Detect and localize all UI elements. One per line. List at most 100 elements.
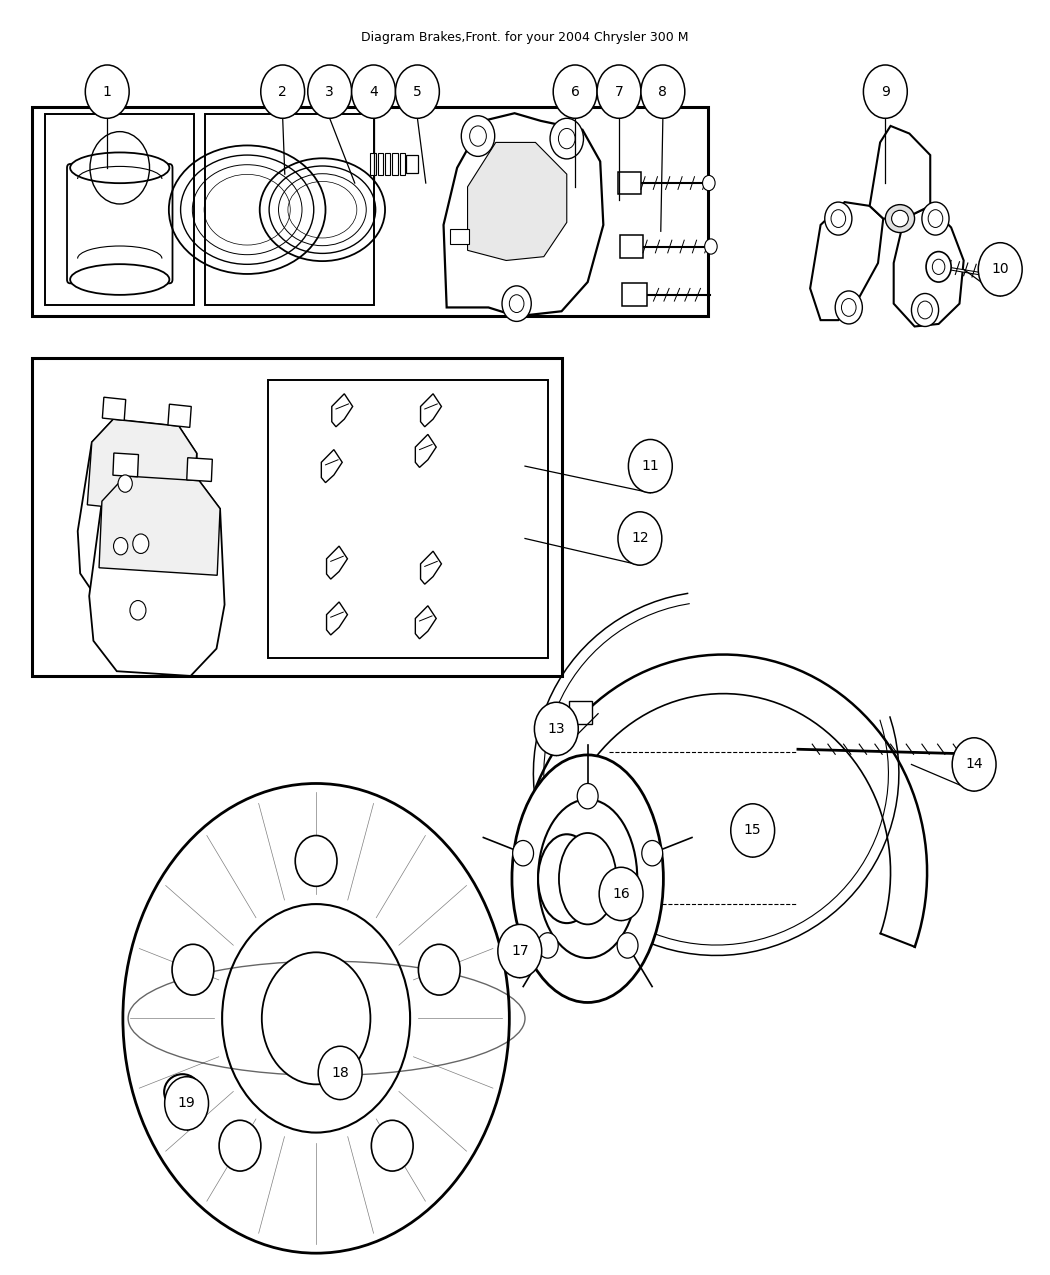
Text: 4: 4 xyxy=(370,84,378,98)
Text: 13: 13 xyxy=(547,722,565,736)
Circle shape xyxy=(600,867,643,921)
Circle shape xyxy=(534,703,579,756)
Circle shape xyxy=(260,65,304,119)
Circle shape xyxy=(642,840,663,866)
Circle shape xyxy=(597,65,640,119)
Ellipse shape xyxy=(164,1075,201,1109)
Circle shape xyxy=(911,293,939,326)
Text: 6: 6 xyxy=(571,84,580,98)
Polygon shape xyxy=(894,205,964,326)
Circle shape xyxy=(318,1047,362,1099)
Polygon shape xyxy=(869,126,930,218)
Circle shape xyxy=(418,945,460,994)
Polygon shape xyxy=(187,458,212,482)
Text: 1: 1 xyxy=(103,84,111,98)
Circle shape xyxy=(172,945,214,994)
Bar xyxy=(32,358,562,676)
Text: 19: 19 xyxy=(177,1096,195,1111)
Circle shape xyxy=(165,1076,209,1130)
Bar xyxy=(406,156,419,173)
Polygon shape xyxy=(87,419,196,516)
Circle shape xyxy=(617,933,638,958)
Circle shape xyxy=(261,952,371,1084)
Circle shape xyxy=(85,65,129,119)
Bar xyxy=(618,172,640,195)
Text: 7: 7 xyxy=(614,84,624,98)
Bar xyxy=(623,283,647,306)
Text: 15: 15 xyxy=(743,824,761,838)
Polygon shape xyxy=(443,113,604,316)
Bar xyxy=(449,228,468,244)
Bar xyxy=(32,107,708,316)
Circle shape xyxy=(295,835,337,886)
Bar xyxy=(206,115,374,305)
Polygon shape xyxy=(811,201,883,320)
FancyBboxPatch shape xyxy=(67,164,172,283)
Ellipse shape xyxy=(512,755,664,1002)
Text: 9: 9 xyxy=(881,84,889,98)
Circle shape xyxy=(922,201,949,235)
Bar xyxy=(268,380,548,658)
Circle shape xyxy=(640,65,685,119)
Circle shape xyxy=(396,65,439,119)
Circle shape xyxy=(731,803,775,857)
Circle shape xyxy=(863,65,907,119)
Circle shape xyxy=(461,116,495,157)
Text: 8: 8 xyxy=(658,84,668,98)
Circle shape xyxy=(835,291,862,324)
Circle shape xyxy=(123,783,509,1253)
Bar xyxy=(400,153,405,176)
Text: 10: 10 xyxy=(991,263,1009,277)
Polygon shape xyxy=(113,453,139,477)
Circle shape xyxy=(824,201,852,235)
Text: 11: 11 xyxy=(642,459,659,473)
Circle shape xyxy=(118,474,132,492)
Ellipse shape xyxy=(70,153,169,184)
Polygon shape xyxy=(102,398,126,421)
Text: 2: 2 xyxy=(278,84,287,98)
Text: 16: 16 xyxy=(612,887,630,901)
Polygon shape xyxy=(168,404,191,427)
Ellipse shape xyxy=(885,204,915,232)
Bar xyxy=(621,235,643,258)
Text: 5: 5 xyxy=(413,84,422,98)
Circle shape xyxy=(130,601,146,620)
Text: 3: 3 xyxy=(326,84,334,98)
Circle shape xyxy=(113,538,128,555)
Ellipse shape xyxy=(891,210,908,227)
Ellipse shape xyxy=(538,834,595,923)
Polygon shape xyxy=(522,913,553,944)
Circle shape xyxy=(538,933,559,958)
Circle shape xyxy=(702,176,715,191)
Circle shape xyxy=(618,511,662,565)
Bar xyxy=(569,701,592,724)
Circle shape xyxy=(550,119,584,159)
Bar xyxy=(393,153,398,176)
Text: 17: 17 xyxy=(511,944,528,958)
Circle shape xyxy=(219,1121,260,1170)
Bar xyxy=(44,115,194,305)
Polygon shape xyxy=(99,476,220,575)
Circle shape xyxy=(926,251,951,282)
Circle shape xyxy=(352,65,396,119)
Circle shape xyxy=(308,65,352,119)
Polygon shape xyxy=(467,143,567,260)
Circle shape xyxy=(705,238,717,254)
Circle shape xyxy=(512,840,533,866)
Circle shape xyxy=(502,286,531,321)
Text: Diagram Brakes,Front. for your 2004 Chrysler 300 M: Diagram Brakes,Front. for your 2004 Chry… xyxy=(361,31,689,43)
Circle shape xyxy=(553,65,597,119)
Circle shape xyxy=(372,1121,413,1170)
Text: 14: 14 xyxy=(965,757,983,771)
Text: 12: 12 xyxy=(631,532,649,546)
Circle shape xyxy=(952,738,996,790)
Ellipse shape xyxy=(538,799,637,958)
Bar xyxy=(371,153,376,176)
Bar xyxy=(378,153,383,176)
Bar xyxy=(385,153,391,176)
Circle shape xyxy=(628,440,672,492)
Text: 18: 18 xyxy=(331,1066,349,1080)
Circle shape xyxy=(578,783,598,808)
Circle shape xyxy=(132,534,149,553)
Circle shape xyxy=(223,904,411,1132)
